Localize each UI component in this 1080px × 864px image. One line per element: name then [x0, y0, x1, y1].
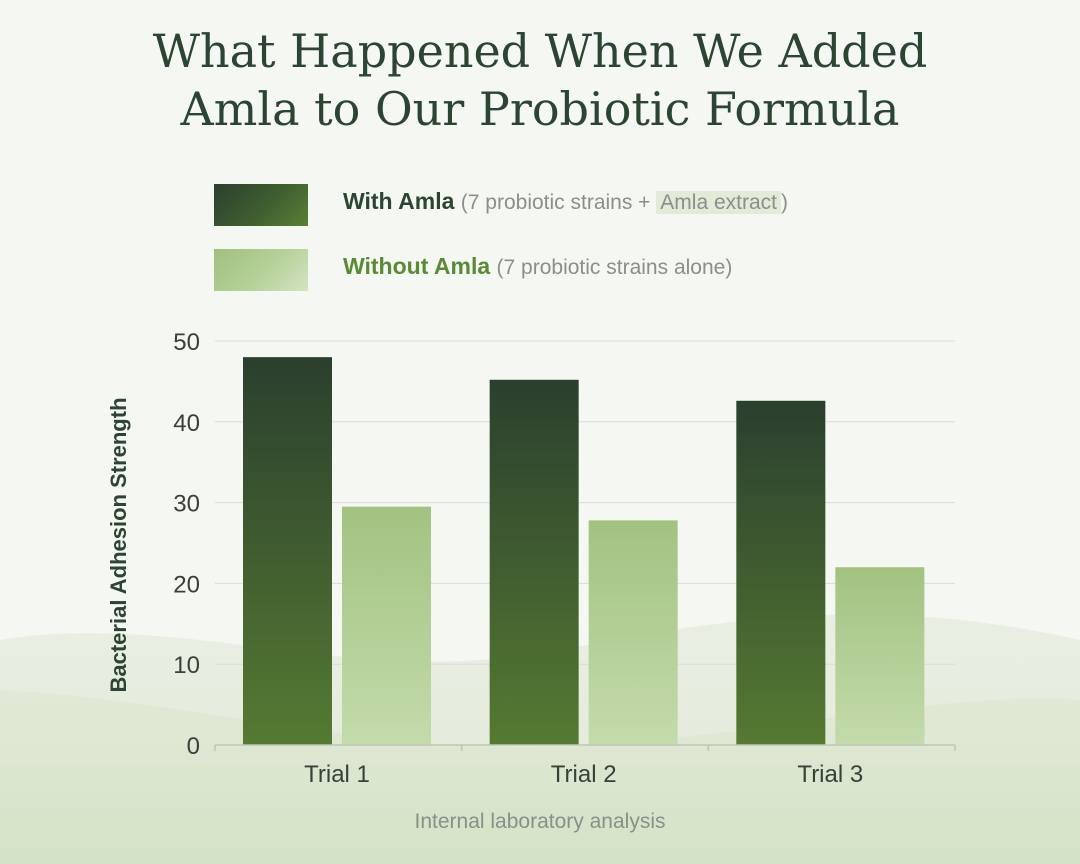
legend-note-without-amla: (7 probiotic strains alone) [496, 256, 733, 279]
chart-title: What Happened When We Added Amla to Our … [0, 22, 1080, 138]
bar-with-amla-trial-1 [243, 357, 332, 745]
legend-note-open: (7 probiotic strains + [460, 191, 657, 214]
legend-label-with-amla: With Amla [343, 188, 455, 214]
footer-source-note: Internal laboratory analysis [414, 810, 666, 833]
bar-with-amla-trial-2 [489, 379, 579, 745]
chart-title-line-2: Amla to Our Probiotic Formula [180, 82, 900, 136]
x-tick-label: Trial 1 [304, 761, 370, 788]
legend-entry-with-amla: With Amla (7 probiotic strains + Amla ex… [343, 184, 788, 220]
bar-with-amla-trial-3 [736, 400, 826, 745]
legend-note-highlight: Amla extract [656, 191, 781, 214]
legend-swatch-without-amla [214, 249, 308, 291]
legend-note-with-amla: (7 probiotic strains + Amla extract) [461, 191, 788, 214]
legend-label-without-amla: Without Amla [343, 253, 491, 279]
bar-without-amla-trial-3 [835, 567, 925, 745]
bar-without-amla-trial-1 [342, 506, 431, 745]
legend-note-close: ) [781, 191, 788, 214]
y-tick-label: 40 [173, 410, 200, 437]
y-tick-label: 0 [187, 733, 200, 760]
axes: 0 10 20 30 40 50 Trial 1 Trial 2 Trial 3 [173, 329, 956, 788]
y-axis-label: Bacterial Adhesion Strength [106, 397, 131, 692]
y-tick-label: 10 [173, 652, 200, 679]
y-tick-label: 20 [173, 571, 200, 598]
x-tick-label: Trial 2 [551, 761, 617, 788]
chart-title-line-1: What Happened When We Added [152, 24, 928, 78]
y-tick-label: 30 [173, 491, 200, 518]
x-tick-label: Trial 3 [797, 761, 863, 788]
bar-without-amla-trial-2 [588, 520, 678, 745]
grid-lines [215, 340, 955, 665]
y-tick-label: 50 [173, 329, 200, 356]
legend-entry-without-amla: Without Amla (7 probiotic strains alone) [343, 249, 732, 285]
legend-swatch-with-amla [214, 184, 308, 226]
bars [243, 357, 925, 745]
